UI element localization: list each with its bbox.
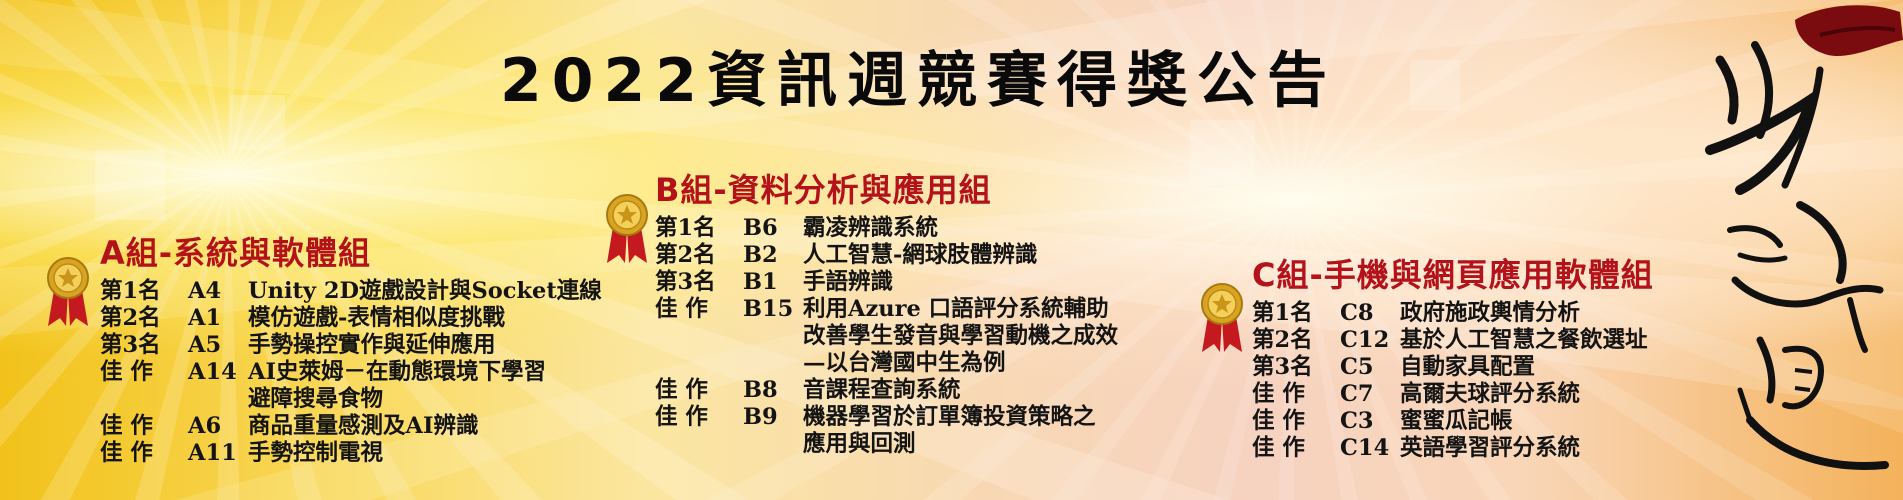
award-row: 佳 作 C7 高爾夫球評分系統 <box>1252 381 1654 408</box>
award-rank: 佳 作 <box>1252 408 1305 434</box>
award-rank: 佳 作 <box>655 377 708 403</box>
team-code: A11 <box>188 440 237 466</box>
project-name: AI史萊姆－在動態環境下學習 避障搜尋食物 <box>248 359 546 412</box>
calligraphy-logo <box>1705 5 1903 470</box>
project-name: 手語辨識 <box>803 269 894 295</box>
group-c-list: 第1名 C8 政府施政輿情分析第2名 C12 基於人工智慧之餐飲選址第3名 C5 自動家具配… <box>1252 300 1654 462</box>
medal-icon <box>606 194 648 263</box>
project-name: 人工智慧-網球肢體辨識 <box>803 242 1038 268</box>
award-rank: 佳 作 <box>655 404 708 430</box>
project-name: 蜜蜜瓜記帳 <box>1400 408 1513 434</box>
award-row: 第1名 C8 政府施政輿情分析 <box>1252 300 1654 327</box>
project-name: 基於人工智慧之餐飲選址 <box>1400 327 1648 353</box>
team-code: A4 <box>188 278 222 304</box>
group-b-list: 第1名 B6 霸凌辨識系統第2名 B2 人工智慧-網球肢體辨識第3名 B1 手語辨識佳 作 B… <box>655 215 1118 458</box>
team-code: A14 <box>188 359 237 385</box>
background-glow <box>95 150 165 220</box>
medal-icon <box>47 257 89 326</box>
project-name: 高爾夫球評分系統 <box>1400 381 1581 407</box>
award-row: 佳 作 B9 機器學習於訂單簿投資策略之 應用與回測 <box>655 404 1118 458</box>
project-name: 音課程查詢系統 <box>803 377 961 403</box>
award-rank: 第3名 <box>1252 354 1313 380</box>
group-a-title: A組-系統與軟體組 <box>100 234 372 272</box>
team-code: A5 <box>188 332 222 358</box>
project-name: 商品重量感測及AI辨識 <box>248 413 479 439</box>
project-name: 模仿遊戲-表情相似度挑戰 <box>248 305 505 331</box>
team-code: B6 <box>743 215 778 241</box>
award-rank: 第2名 <box>1252 327 1313 353</box>
group-a: A組-系統與軟體組 第1名 A4 Unity 2D遊戲設計與Socket連線第2名 A… <box>100 228 602 467</box>
project-name: 手勢控制電視 <box>248 440 384 466</box>
award-rank: 佳 作 <box>100 413 153 439</box>
team-code: C3 <box>1340 408 1374 434</box>
project-name: 霸凌辨識系統 <box>803 215 939 241</box>
award-rank: 第2名 <box>100 305 161 331</box>
background-glow <box>1410 60 1460 110</box>
award-row: 第2名 B2 人工智慧-網球肢體辨識 <box>655 242 1118 269</box>
award-row: 佳 作 B8 音課程查詢系統 <box>655 377 1118 404</box>
award-row: 佳 作 A6 商品重量感測及AI辨識 <box>100 413 602 440</box>
team-code: C8 <box>1340 300 1374 326</box>
team-code: A6 <box>188 413 222 439</box>
project-name: 英語學習評分系統 <box>1400 435 1581 461</box>
background-glow <box>230 95 285 150</box>
team-code: C5 <box>1340 354 1374 380</box>
award-rank: 第3名 <box>655 269 716 295</box>
award-row: 佳 作 A14 AI史萊姆－在動態環境下學習 避障搜尋食物 <box>100 359 602 413</box>
award-row: 佳 作 B15 利用Azure 口語評分系統輔助 改善學生發音與學習動機之成效 —以… <box>655 296 1118 377</box>
award-rank: 第1名 <box>655 215 716 241</box>
award-rank: 第1名 <box>100 278 161 304</box>
medal-icon <box>1201 283 1243 352</box>
background-glow <box>1190 120 1255 185</box>
group-c-title: C組-手機與網頁應用軟體組 <box>1252 256 1654 294</box>
project-name: 手勢操控實作與延伸應用 <box>248 332 496 358</box>
award-rank: 佳 作 <box>100 440 153 466</box>
team-code: B1 <box>743 269 778 295</box>
award-rank: 佳 作 <box>655 296 708 322</box>
team-code: B15 <box>743 296 794 322</box>
project-name: Unity 2D遊戲設計與Socket連線 <box>248 278 602 304</box>
project-name: 政府施政輿情分析 <box>1400 300 1581 326</box>
award-rank: 第2名 <box>655 242 716 268</box>
project-name: 利用Azure 口語評分系統輔助 改善學生發音與學習動機之成效 —以台灣國中生為… <box>803 296 1119 376</box>
team-code: C12 <box>1340 327 1390 353</box>
award-row: 第1名 A4 Unity 2D遊戲設計與Socket連線 <box>100 278 602 305</box>
award-row: 佳 作 C3 蜜蜜瓜記帳 <box>1252 408 1654 435</box>
team-code: C14 <box>1340 435 1390 461</box>
group-c: C組-手機與網頁應用軟體組 第1名 C8 政府施政輿情分析第2名 C12 基於人工智慧之… <box>1252 250 1654 462</box>
award-row: 第3名 B1 手語辨識 <box>655 269 1118 296</box>
team-code: C7 <box>1340 381 1374 407</box>
team-code: B2 <box>743 242 778 268</box>
award-row: 佳 作 C14 英語學習評分系統 <box>1252 435 1654 462</box>
award-row: 第2名 A1 模仿遊戲-表情相似度挑戰 <box>100 305 602 332</box>
award-row: 第2名 C12 基於人工智慧之餐飲選址 <box>1252 327 1654 354</box>
award-row: 第3名 C5 自動家具配置 <box>1252 354 1654 381</box>
project-name: 機器學習於訂單簿投資策略之 應用與回測 <box>803 404 1096 457</box>
award-rank: 佳 作 <box>1252 381 1305 407</box>
page-title: 2022資訊週競賽得獎公告 <box>500 46 1337 116</box>
award-rank: 第1名 <box>1252 300 1313 326</box>
group-b: B組-資料分析與應用組 第1名 B6 霸凌辨識系統 第2名 B2 人工智慧-網球肢體辨識第… <box>655 165 1118 458</box>
award-row: 佳 作 A11 手勢控制電視 <box>100 440 602 467</box>
team-code: A1 <box>188 305 222 331</box>
award-rank: 佳 作 <box>1252 435 1305 461</box>
group-b-title: B組-資料分析與應用組 <box>655 171 992 209</box>
group-a-list: 第1名 A4 Unity 2D遊戲設計與Socket連線第2名 A1 模仿遊戲-表情相似… <box>100 278 602 467</box>
team-code: B9 <box>743 404 778 430</box>
award-rank: 第3名 <box>100 332 161 358</box>
award-row: 第3名 A5 手勢操控實作與延伸應用 <box>100 332 602 359</box>
award-row: 第1名 B6 霸凌辨識系統 <box>655 215 1118 242</box>
award-rank: 佳 作 <box>100 359 153 385</box>
team-code: B8 <box>743 377 778 403</box>
project-name: 自動家具配置 <box>1400 354 1536 380</box>
